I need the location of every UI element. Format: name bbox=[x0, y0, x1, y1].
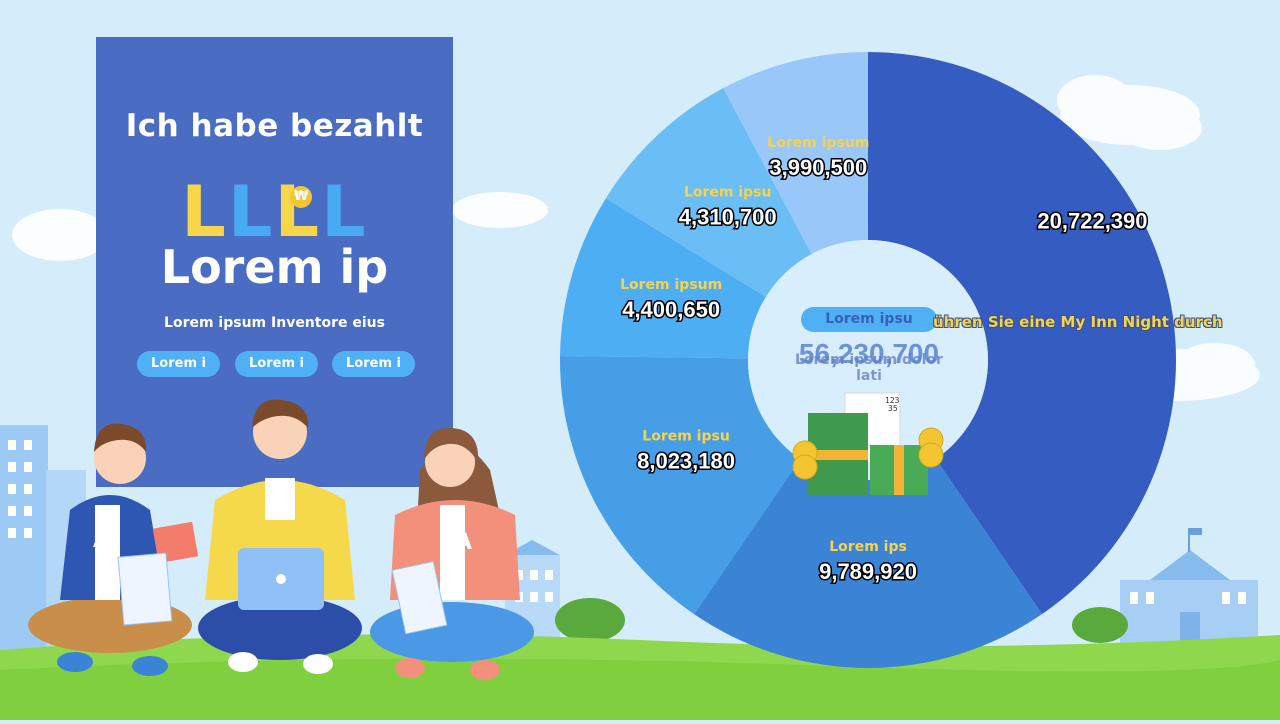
chart-annotation: ühren Sie eine My Inn Night durch bbox=[933, 313, 1223, 331]
money-stack-icon: 123 35 bbox=[792, 392, 944, 495]
panel-caption: Lorem ipsum Inventore eius bbox=[164, 315, 385, 331]
pie-slice bbox=[723, 52, 868, 255]
slice-label: Lorem ipsum bbox=[767, 135, 869, 151]
won-coin-icon: ₩ bbox=[290, 186, 312, 208]
svg-text:A: A bbox=[93, 528, 110, 553]
big-letter: L bbox=[181, 171, 228, 253]
big-letters: LLLL bbox=[96, 172, 453, 252]
big-letter: L bbox=[274, 171, 322, 253]
svg-text:35: 35 bbox=[888, 404, 898, 413]
bush-icon bbox=[1072, 607, 1128, 643]
pie-slice bbox=[560, 355, 801, 615]
panel-subtitle: Lorem ip bbox=[160, 240, 389, 294]
slice-value-label: 20,722,390 bbox=[1037, 209, 1147, 234]
student-middle-icon bbox=[198, 399, 362, 674]
pill-button-1[interactable]: Lorem i bbox=[137, 351, 220, 377]
center-pill-label: Lorem ipsu bbox=[801, 307, 937, 332]
big-letter: L bbox=[321, 171, 368, 253]
pie-slice bbox=[694, 459, 1043, 668]
panel-title: Ich habe bezahlt bbox=[125, 108, 424, 144]
student-right-icon: A bbox=[370, 427, 534, 680]
student-left-icon: A bbox=[28, 423, 199, 676]
svg-text:A: A bbox=[455, 530, 472, 555]
pie-slice bbox=[868, 52, 1176, 615]
pie-slice bbox=[560, 198, 766, 359]
big-letter: L bbox=[227, 171, 275, 253]
pie-slice bbox=[605, 88, 812, 297]
svg-text:123: 123 bbox=[885, 396, 900, 405]
bush-icon bbox=[555, 598, 625, 642]
slice-value-label: 3,990,500 bbox=[769, 155, 867, 180]
pill-button-2[interactable]: Lorem i bbox=[235, 351, 318, 377]
slice-label: Lorem ips bbox=[829, 539, 907, 555]
center-sub-label: Lorem ipsum dolor lati bbox=[795, 352, 943, 384]
slice-value-label: 4,310,700 bbox=[679, 205, 777, 230]
center-total: 56,230,700 bbox=[798, 338, 940, 369]
slice-label: Lorem ipsu bbox=[684, 185, 772, 201]
slice-value-label: 4,400,650 bbox=[622, 297, 720, 322]
slice-label: Lorem ipsu bbox=[642, 428, 730, 444]
slice-value-label: 8,023,180 bbox=[637, 448, 735, 473]
slice-value-label: 9,789,920 bbox=[819, 559, 917, 584]
slice-label: Lorem ipsum bbox=[620, 277, 722, 293]
pill-button-3[interactable]: Lorem i bbox=[332, 351, 415, 377]
